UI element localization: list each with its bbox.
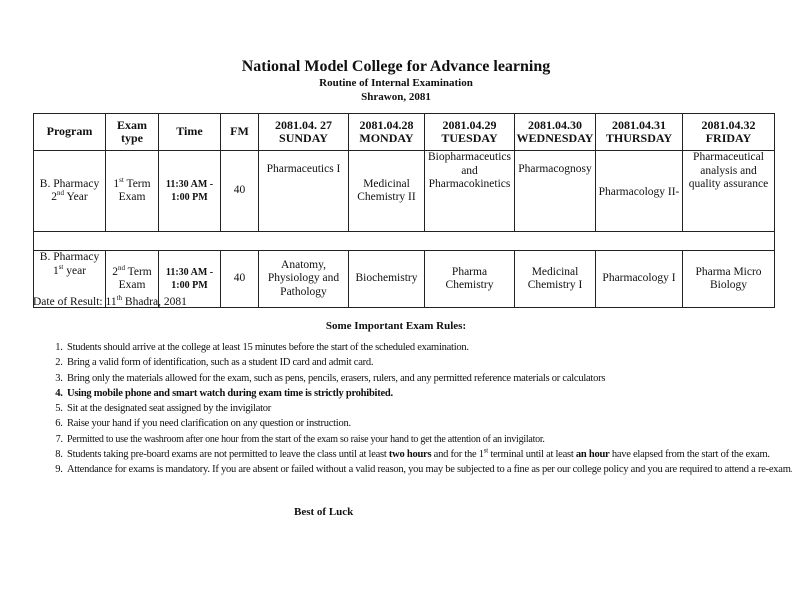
- time-cell: 11:30 AM -1:00 PM: [158, 150, 221, 232]
- rule-item: Using mobile phone and smart watch durin…: [65, 386, 792, 401]
- college-title: National Model College for Advance learn…: [241, 58, 551, 75]
- col-day: 2081.04.28 MONDAY: [348, 113, 425, 151]
- table-row: B. Pharmacy 2nd Year 1st Term Exam 11:30 A…: [33, 150, 775, 232]
- col-time: Time: [158, 113, 221, 151]
- fm-cell: 40: [220, 250, 259, 308]
- result-date: Date of Result: 11th Bhadra, 2081: [33, 294, 187, 308]
- subject-cell: Anatomy, Physiology and Pathology: [258, 250, 349, 308]
- col-fm: FM: [220, 113, 259, 151]
- subject-cell: Pharmacognosy: [514, 150, 596, 232]
- col-day: 2081.04.31 THURSDAY: [595, 113, 683, 151]
- rules-list: Students should arrive at the college at…: [33, 340, 792, 478]
- rule-item: Students should arrive at the college at…: [65, 340, 792, 355]
- spacer-row: [33, 231, 775, 251]
- exam-type-cell: 1st Term Exam: [105, 150, 159, 232]
- time-cell: 11:30 AM -1:00 PM: [158, 250, 221, 308]
- routine-subtitle: Routine of Internal Examination: [319, 77, 473, 89]
- rule-item: Bring a valid form of identification, su…: [65, 355, 792, 370]
- col-day: 2081.04. 27 SUNDAY: [258, 113, 349, 151]
- table-row: B. Pharmacy 1st year 2nd Term Exam 11:30 A…: [33, 250, 775, 308]
- subject-cell: Pharmaceutical analysis and quality assu…: [682, 150, 775, 232]
- subject-cell: Pharmacology I: [595, 250, 683, 308]
- subject-cell: Medicinal Chemistry II: [348, 150, 425, 232]
- program-cell: B. Pharmacy 1st year: [33, 250, 106, 308]
- col-day: 2081.04.30 WEDNESDAY: [514, 113, 596, 151]
- subject-cell: Pharma Micro Biology: [682, 250, 775, 308]
- rule-item: Permitted to use the washroom after one …: [65, 432, 792, 447]
- col-program: Program: [33, 113, 106, 151]
- session-label: Shrawon, 2081: [361, 91, 431, 103]
- subject-cell: Pharma Chemistry: [424, 250, 515, 308]
- rule-item: Raise your hand if you need clarificatio…: [65, 416, 792, 431]
- exam-routine-table: Program Exam type Time FM 2081.04. 27 SUN…: [33, 113, 775, 308]
- rule-item: Attendance for exams is mandatory. If yo…: [65, 462, 792, 477]
- subject-cell: Biochemistry: [348, 250, 425, 308]
- rule-item: Sit at the designated seat assigned by t…: [65, 401, 792, 416]
- program-cell: B. Pharmacy 2nd Year: [33, 150, 106, 232]
- rule-item: Students taking pre-board exams are not …: [65, 447, 792, 462]
- best-of-luck: Best of Luck: [294, 506, 354, 518]
- col-day: 2081.04.32 FRIDAY: [682, 113, 775, 151]
- col-exam-type: Exam type: [105, 113, 159, 151]
- subject-cell: Pharmaceutics I: [258, 150, 349, 232]
- subject-cell: Biopharmaceutics and Pharmacokinetics: [424, 150, 515, 232]
- fm-cell: 40: [220, 150, 259, 232]
- rule-item: Bring only the materials allowed for the…: [65, 371, 792, 386]
- table-header-row: Program Exam type Time FM 2081.04. 27 SUN…: [33, 113, 775, 151]
- subject-cell: Pharmacology II-: [595, 150, 683, 232]
- exam-type-cell: 2nd Term Exam: [105, 250, 159, 308]
- rules-heading: Some Important Exam Rules:: [325, 320, 467, 332]
- subject-cell: Medicinal Chemistry I: [514, 250, 596, 308]
- col-day: 2081.04.29 TUESDAY: [424, 113, 515, 151]
